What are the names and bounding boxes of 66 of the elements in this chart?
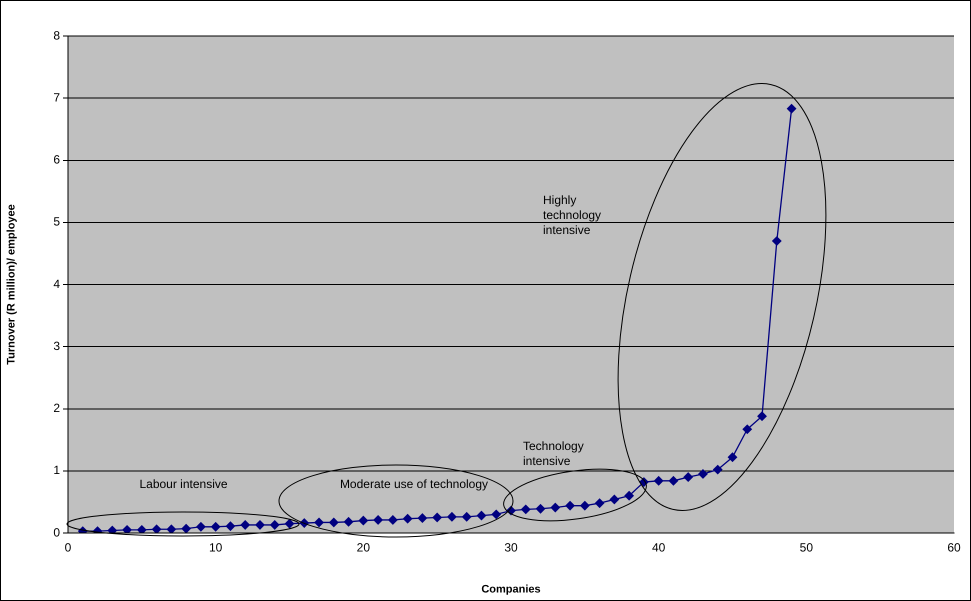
y-axis-title: Turnover (R million)/ employee: [6, 204, 18, 365]
point: [255, 520, 265, 530]
y-tick-label: 5: [53, 214, 60, 229]
point: [432, 512, 442, 522]
point: [447, 512, 457, 522]
y-tick-label: 7: [53, 90, 60, 104]
y-tick-label: 4: [53, 276, 60, 291]
point: [152, 524, 162, 533]
point: [344, 517, 354, 526]
x-tick-label: 40: [652, 540, 666, 555]
point: [713, 464, 722, 474]
point: [684, 472, 693, 482]
point: [610, 494, 620, 504]
point: [284, 519, 294, 528]
y-tick-label: 1: [53, 463, 60, 478]
point: [211, 522, 220, 532]
point: [402, 514, 412, 524]
point: [358, 516, 368, 526]
point: [373, 515, 383, 525]
x-tick-label: 60: [947, 540, 961, 555]
point: [329, 518, 338, 528]
annotation: Technology intensive: [523, 439, 585, 469]
point: [668, 476, 678, 486]
point: [122, 525, 132, 533]
annotation: Labour intensive: [138, 477, 229, 492]
point: [698, 469, 708, 479]
point: [654, 476, 664, 486]
point: [476, 510, 486, 520]
point: [226, 522, 236, 531]
y-tick-label: 2: [53, 401, 60, 416]
point: [772, 236, 782, 246]
x-tick-label: 0: [64, 540, 72, 555]
y-tick-label: 8: [53, 28, 60, 42]
point: [565, 501, 575, 510]
x-tick-label: 30: [504, 540, 518, 555]
y-tick-label: 3: [53, 338, 60, 353]
y-tick-label: 6: [53, 152, 60, 167]
point: [521, 504, 530, 514]
x-tick-label: 20: [356, 540, 370, 555]
point: [742, 424, 752, 434]
point: [418, 513, 428, 523]
point: [108, 526, 117, 533]
point: [270, 520, 280, 530]
point: [166, 524, 176, 533]
point: [580, 501, 590, 510]
point: [550, 502, 560, 512]
point: [786, 104, 796, 114]
point: [536, 504, 546, 514]
x-tick-label: 50: [800, 540, 814, 555]
point: [314, 518, 324, 528]
point: [196, 522, 206, 532]
annotation: Moderate use of technology: [338, 477, 490, 492]
point: [240, 520, 250, 530]
point: [137, 525, 146, 533]
annotation: Highly technology intensive: [543, 193, 602, 238]
point: [492, 510, 501, 520]
point: [757, 412, 767, 421]
point: [594, 498, 604, 508]
point: [624, 491, 634, 500]
x-tick-label: 10: [208, 540, 223, 555]
point: [462, 512, 472, 522]
y-tick-label: 0: [53, 525, 60, 540]
x-axis-title: Companies: [481, 583, 541, 596]
point: [181, 524, 191, 533]
point: [388, 515, 398, 525]
point: [728, 452, 738, 462]
